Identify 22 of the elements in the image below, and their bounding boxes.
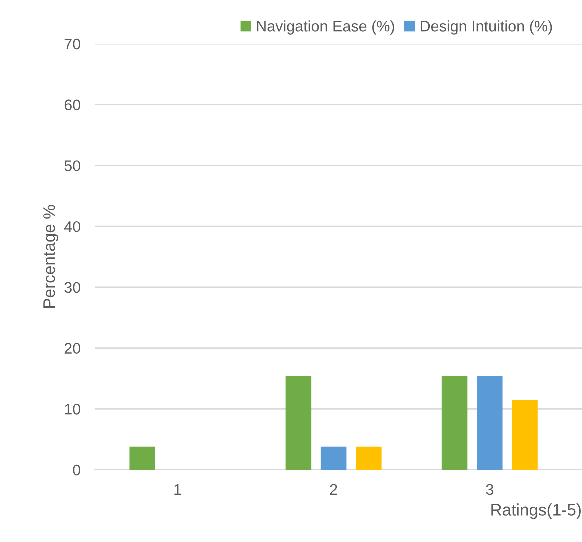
bar bbox=[356, 446, 382, 470]
bar bbox=[320, 446, 347, 470]
y-axis-title: Percentage % bbox=[44, 205, 59, 308]
y-tick-label: 40 bbox=[64, 221, 81, 232]
y-tick-label: 60 bbox=[64, 100, 81, 111]
x-tick-label: 3 bbox=[486, 484, 494, 496]
bar bbox=[477, 376, 503, 470]
x-axis-title: Ratings(1-5) bbox=[492, 504, 581, 520]
y-tick-label: 30 bbox=[64, 282, 81, 294]
y-tick-label: 20 bbox=[64, 343, 81, 354]
x-tick-label: 2 bbox=[330, 484, 338, 495]
bar bbox=[286, 376, 312, 470]
y-tick-label: 70 bbox=[64, 38, 81, 50]
x-tick-label: 1 bbox=[174, 484, 182, 495]
y-tick-label: 10 bbox=[65, 404, 81, 415]
y-tick-label: 50 bbox=[64, 160, 81, 172]
bar bbox=[130, 446, 156, 470]
bar bbox=[442, 376, 468, 470]
legend-label: Navigation Ease (%) bbox=[257, 20, 394, 35]
bar bbox=[512, 400, 538, 470]
y-tick-label: 0 bbox=[73, 464, 81, 476]
legend-label: Design Intuition (%) bbox=[421, 20, 552, 35]
